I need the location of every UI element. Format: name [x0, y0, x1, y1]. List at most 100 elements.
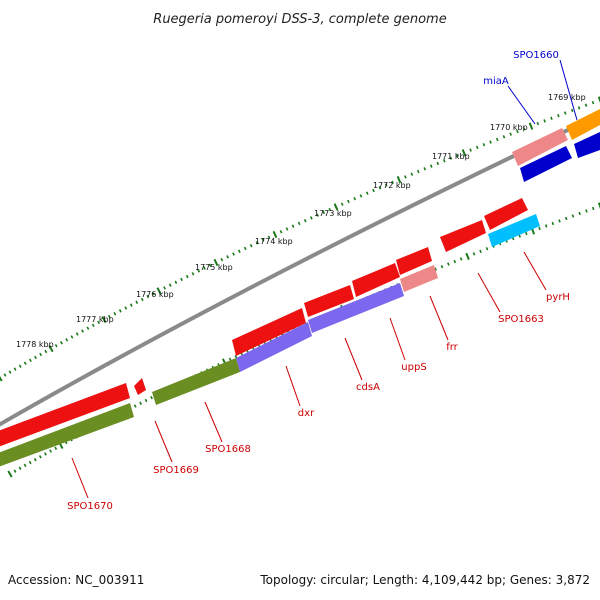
tick-mark — [328, 207, 332, 212]
gene-spo1670[interactable] — [0, 383, 130, 450]
gene-label-spo1660[interactable]: SPO1660 — [513, 50, 559, 61]
tick-mark — [133, 404, 137, 408]
tick-mark — [378, 186, 382, 190]
tick-mark — [228, 357, 232, 361]
tick-mark — [191, 272, 195, 276]
tick-mark — [525, 231, 528, 236]
tick-label-1774: 1774 kbp — [255, 237, 293, 246]
gene-spo1668[interactable] — [134, 378, 146, 395]
gene-label-frr[interactable]: frr — [446, 342, 458, 353]
tick-mark — [516, 129, 519, 134]
tick-mark — [551, 221, 555, 226]
tick-mark — [48, 345, 54, 353]
tick-mark — [557, 113, 560, 118]
gene-uppS[interactable] — [352, 263, 400, 297]
leader-spo1660 — [559, 59, 578, 121]
gene-frr[interactable] — [396, 247, 432, 275]
tick-mark — [13, 367, 17, 371]
cds-spo1670[interactable] — [0, 403, 134, 470]
tick-mark — [518, 234, 521, 238]
tick-label-1777: 1777 kbp — [76, 315, 114, 324]
tick-mark — [410, 172, 414, 176]
tick-mark — [544, 224, 548, 228]
cds-cdsA[interactable] — [308, 283, 404, 333]
tick-mark — [459, 257, 463, 261]
gene-label-spo1663[interactable]: SPO1663 — [498, 314, 544, 325]
tick-mark — [285, 227, 289, 231]
forward-strand-features — [0, 109, 600, 450]
gene-spo1663[interactable] — [440, 220, 486, 252]
tick-mark — [124, 306, 128, 310]
gene-miaA[interactable] — [512, 128, 568, 166]
gene-pyrH[interactable] — [484, 198, 528, 230]
tick-mark — [232, 252, 235, 256]
tick-mark — [522, 127, 526, 131]
tick-mark — [391, 180, 394, 185]
tick-mark — [359, 194, 363, 198]
tick-mark — [563, 111, 567, 115]
tick-mark — [185, 274, 189, 279]
tick-mark — [322, 210, 325, 215]
leader-dxr — [285, 365, 301, 407]
tick-mark — [538, 226, 541, 231]
cds-miaA[interactable] — [520, 146, 572, 182]
tick-mark — [577, 106, 581, 110]
gene-spo1660[interactable] — [566, 109, 600, 140]
tick-mark — [139, 401, 143, 405]
tick-label-1773: 1773 kbp — [314, 209, 352, 218]
tick-mark — [570, 108, 574, 113]
tick-mark — [213, 258, 219, 267]
tick-mark — [28, 358, 32, 363]
gene-label-dxr[interactable]: dxr — [298, 408, 315, 419]
tick-mark — [49, 449, 53, 453]
gene-label-spo1668[interactable]: SPO1668 — [205, 444, 251, 455]
tick-mark — [597, 96, 600, 103]
tick-mark — [558, 219, 561, 223]
gene-label-miaA[interactable]: miaA — [483, 76, 509, 87]
tick-mark — [396, 176, 402, 184]
tick-mark — [163, 286, 167, 290]
cds-dxr[interactable] — [236, 322, 312, 372]
tick-mark — [197, 269, 201, 273]
tick-mark — [485, 247, 489, 251]
tick-mark — [140, 297, 144, 302]
tick-mark — [180, 277, 183, 282]
tick-mark — [243, 246, 247, 251]
gene-cdsA[interactable] — [304, 285, 354, 317]
tick-mark — [536, 121, 540, 126]
gene-label-uppS[interactable]: uppS — [401, 362, 426, 373]
tick-mark — [469, 148, 472, 152]
gene-label-spo1669[interactable]: SPO1669 — [153, 465, 199, 476]
tick-mark — [60, 341, 63, 345]
leader-cdsA — [344, 337, 363, 381]
label-leaders — [71, 59, 578, 499]
tick-mark — [168, 283, 172, 287]
tick-mark — [150, 395, 153, 400]
gene-label-pyrH[interactable]: pyrH — [546, 292, 570, 303]
tick-mark — [75, 332, 79, 336]
cds-spo1668[interactable] — [152, 358, 240, 405]
tick-mark — [54, 343, 58, 348]
tick-mark — [255, 241, 259, 245]
tick-mark — [156, 287, 162, 295]
cds-spo1660[interactable] — [574, 132, 600, 158]
tick-mark — [479, 249, 482, 253]
tick-mark — [113, 312, 117, 316]
tick-mark — [550, 116, 553, 120]
tick-mark — [65, 338, 69, 342]
tick-label-1771: 1771 kbp — [432, 152, 470, 161]
gene-label-cdsA[interactable]: cdsA — [356, 382, 380, 393]
leader-spo1663 — [477, 272, 501, 313]
tick-mark — [18, 364, 22, 368]
tick-mark — [226, 255, 230, 259]
tick-mark — [509, 132, 512, 136]
gene-dxr[interactable] — [232, 308, 306, 356]
leader-spo1670 — [71, 457, 89, 499]
cds-frr[interactable] — [400, 265, 438, 292]
cds-pyrH[interactable] — [488, 214, 540, 247]
tick-mark — [347, 199, 350, 204]
gene-label-spo1670[interactable]: SPO1670 — [67, 501, 113, 512]
tick-mark — [404, 175, 407, 179]
